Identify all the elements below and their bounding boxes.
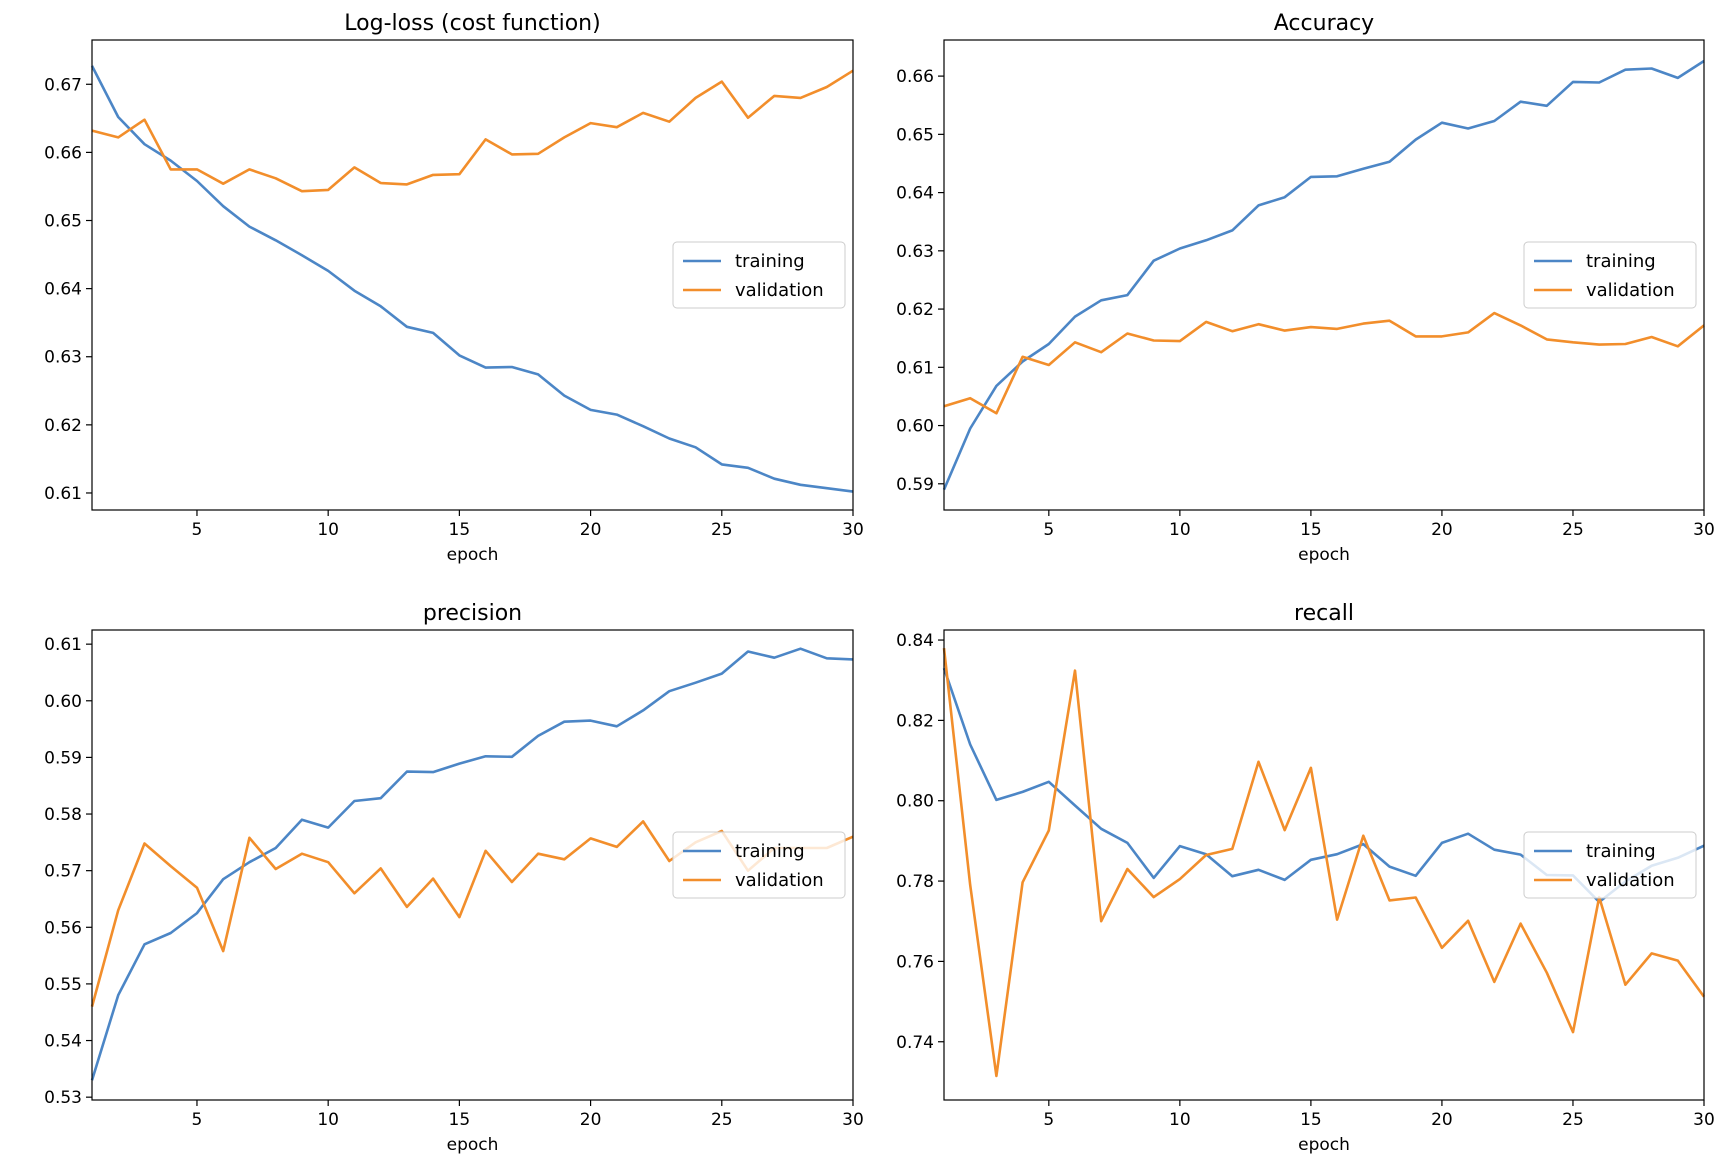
chart-3-x-tick-label: 25 (1562, 1110, 1584, 1130)
chart-1-legend-label-validation: validation (1586, 280, 1675, 301)
chart-3-x-tick-label: 30 (1693, 1110, 1715, 1130)
chart-2-y-tick-label: 0.57 (44, 862, 82, 882)
chart-2-legend-label-training: training (735, 841, 805, 862)
chart-2-y-tick-label: 0.55 (44, 975, 82, 995)
chart-2-y-tick-label: 0.61 (44, 635, 82, 655)
chart-2-title: precision (423, 601, 522, 626)
chart-3-x-tick-label: 10 (1169, 1110, 1191, 1130)
chart-0-x-axis-label: epoch (447, 545, 499, 565)
chart-3: recall 5 10 15 20 25 30 0.74 0.76 0.78 0.80 0.82 0.8… (896, 601, 1715, 1155)
chart-2-y-tick-label: 0.60 (44, 692, 82, 712)
chart-3-legend-label-training: training (1586, 841, 1656, 862)
chart-1-x-tick-label: 25 (1562, 520, 1584, 540)
chart-3-axes-frame (943, 629, 1705, 1101)
chart-1-y-tick-label: 0.62 (896, 300, 934, 320)
chart-1: Accuracy 5 10 15 20 25 30 0.59 0.60 0.61 0.62 0.63 0… (896, 11, 1715, 565)
chart-3-x-tick-label: 15 (1300, 1110, 1322, 1130)
chart-0-y-tick-label: 0.66 (44, 143, 82, 163)
chart-0-legend-label-training: training (735, 251, 805, 272)
chart-2-y-tick-label: 0.56 (44, 918, 82, 938)
chart-2-x-tick-label: 10 (317, 1110, 339, 1130)
chart-1-x-axis-label: epoch (1298, 545, 1350, 565)
chart-0-y-tick-label: 0.65 (44, 212, 82, 232)
chart-3-y-tick-label: 0.78 (896, 872, 934, 892)
chart-2-x-tick-label: 25 (711, 1110, 733, 1130)
chart-3-legend-box (1523, 831, 1697, 899)
chart-0-x-tick-label: 5 (192, 520, 203, 540)
chart-0-x-tick-label: 15 (449, 520, 471, 540)
chart-1-training-line (942, 59, 1705, 491)
chart-2-x-tick-label: 15 (449, 1110, 471, 1130)
chart-0-y-tick-label: 0.63 (44, 348, 82, 368)
chart-1-x-tick-label: 15 (1300, 520, 1322, 540)
chart-1-axes-frame (943, 39, 1705, 511)
chart-1-x-tick-label: 20 (1431, 520, 1453, 540)
chart-1-title: Accuracy (1274, 11, 1374, 36)
chart-1-legend-box (1523, 241, 1697, 309)
chart-3-x-tick-label: 5 (1043, 1110, 1054, 1130)
chart-3-y-tick-label: 0.74 (896, 1033, 934, 1053)
chart-2-x-axis-label: epoch (447, 1135, 499, 1155)
chart-3-x-axis-label: epoch (1298, 1135, 1350, 1155)
chart-0-legend-box (672, 241, 846, 309)
chart-3-y-tick-label: 0.80 (896, 792, 934, 812)
chart-1-y-tick-label: 0.61 (896, 358, 934, 378)
chart-0-x-tick-label: 30 (842, 520, 864, 540)
chart-2-y-tick-label: 0.59 (44, 748, 82, 768)
chart-0-y-tick-label: 0.61 (44, 484, 82, 504)
chart-1-y-tick-label: 0.63 (896, 242, 934, 262)
chart-0-y-tick-label: 0.64 (44, 280, 82, 300)
chart-2-axes-frame (91, 629, 854, 1101)
chart-2: precision 5 10 15 20 25 30 0.53 0.54 0.55 0.56 0.57… (44, 601, 864, 1155)
chart-0-training-line (90, 65, 854, 493)
chart-0-y-tick-label: 0.67 (44, 75, 82, 95)
chart-2-y-tick-label: 0.53 (44, 1088, 82, 1108)
chart-3-y-tick-label: 0.84 (896, 631, 934, 651)
chart-2-legend: training validation (672, 831, 846, 899)
chart-3-title: recall (1294, 601, 1354, 626)
chart-3-validation-line (942, 647, 1706, 1078)
chart-0-legend: training validation (672, 241, 846, 309)
chart-2-y-tick-label: 0.58 (44, 805, 82, 825)
chart-3-legend: training validation (1523, 831, 1697, 899)
chart-1-legend-label-training: training (1586, 251, 1656, 272)
chart-2-x-tick-label: 30 (842, 1110, 864, 1130)
chart-1-x-tick-label: 30 (1693, 520, 1715, 540)
chart-2-x-tick-label: 5 (192, 1110, 203, 1130)
chart-3-legend-label-validation: validation (1586, 870, 1675, 891)
chart-0: Log-loss (cost function) 5 10 15 20 25 30 0.61 0… (44, 11, 864, 565)
chart-1-x-tick-label: 10 (1169, 520, 1191, 540)
chart-0-title: Log-loss (cost function) (344, 11, 600, 36)
chart-1-x-tick-label: 5 (1043, 520, 1054, 540)
chart-1-y-tick-label: 0.60 (896, 417, 934, 437)
chart-2-x-tick-label: 20 (580, 1110, 602, 1130)
chart-0-x-tick-label: 25 (711, 520, 733, 540)
chart-2-training-line (90, 647, 854, 1081)
chart-2-y-tick-label: 0.54 (44, 1032, 82, 1052)
chart-3-x-tick-label: 20 (1431, 1110, 1453, 1130)
chart-1-y-tick-label: 0.66 (896, 67, 934, 87)
chart-0-x-tick-label: 10 (317, 520, 339, 540)
chart-0-y-tick-label: 0.62 (44, 416, 82, 436)
chart-1-y-tick-label: 0.64 (896, 184, 934, 204)
chart-2-legend-label-validation: validation (735, 870, 824, 891)
chart-3-y-tick-label: 0.82 (896, 711, 934, 731)
chart-3-y-tick-label: 0.76 (896, 952, 934, 972)
chart-0-validation-line (91, 69, 854, 193)
chart-0-legend-label-validation: validation (735, 280, 824, 301)
chart-1-validation-line (943, 311, 1705, 415)
chart-0-axes-frame (91, 39, 854, 511)
chart-1-y-tick-label: 0.59 (896, 475, 934, 495)
chart-1-y-tick-label: 0.65 (896, 125, 934, 145)
chart-0-x-tick-label: 20 (580, 520, 602, 540)
chart-1-legend: training validation (1523, 241, 1697, 309)
chart-2-legend-box (672, 831, 846, 899)
